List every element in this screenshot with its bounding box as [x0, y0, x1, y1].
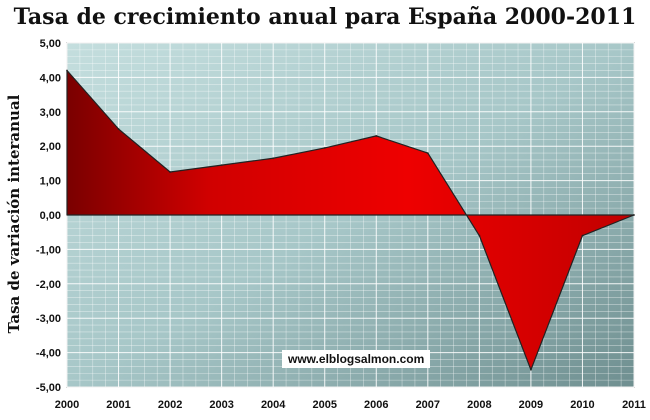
x-tick-label: 2009 — [519, 399, 543, 411]
y-tick-label: -1,00 — [36, 244, 61, 256]
y-tick-label: 5,00 — [40, 38, 61, 50]
x-axis-ticks: 2000 2001 2002 2003 2004 2005 2006 2007 2008 2009… — [55, 399, 646, 411]
x-tick-label: 2001 — [106, 399, 130, 411]
data-point — [66, 69, 68, 72]
chart-title: Tasa de crecimiento anual para España 20… — [13, 4, 637, 30]
data-point — [117, 128, 120, 130]
data-point — [169, 171, 172, 173]
x-tick-label: 2000 — [55, 399, 79, 411]
x-tick-label: 2011 — [622, 399, 646, 411]
y-tick-label: -4,00 — [36, 348, 61, 360]
y-tick-label: 4,00 — [40, 72, 61, 84]
x-tick-label: 2002 — [158, 399, 182, 411]
data-point — [581, 234, 584, 237]
y-tick-label: -5,00 — [36, 382, 61, 394]
x-tick-label: 2010 — [570, 399, 594, 411]
x-tick-label: 2003 — [209, 399, 233, 411]
y-tick-label: -3,00 — [36, 313, 61, 325]
data-point — [375, 134, 378, 137]
y-tick-label: 1,00 — [40, 176, 61, 188]
x-tick-label: 2005 — [312, 399, 336, 411]
y-tick-label: 3,00 — [40, 107, 61, 119]
data-point — [478, 234, 481, 237]
x-tick-label: 2004 — [261, 399, 286, 411]
x-tick-label: 2008 — [467, 399, 491, 411]
data-point — [323, 146, 326, 149]
y-axis-ticks: 5,00 4,00 3,00 2,00 1,00 0,00 -1,00 -2,00 -3,00 -… — [36, 38, 61, 394]
data-point — [220, 164, 223, 167]
x-tick-label: 2006 — [364, 399, 388, 411]
y-tick-label: 0,00 — [40, 210, 61, 222]
data-point — [426, 152, 429, 155]
watermark: www.elblogsalmon.com — [282, 350, 431, 368]
data-point — [633, 214, 635, 216]
area-series — [66, 69, 635, 371]
data-point — [272, 157, 275, 160]
y-tick-label: -2,00 — [36, 279, 61, 291]
area-fill — [66, 69, 635, 371]
y-tick-label: 2,00 — [40, 141, 61, 153]
x-tick-label: 2007 — [416, 399, 440, 411]
data-point — [529, 368, 532, 371]
